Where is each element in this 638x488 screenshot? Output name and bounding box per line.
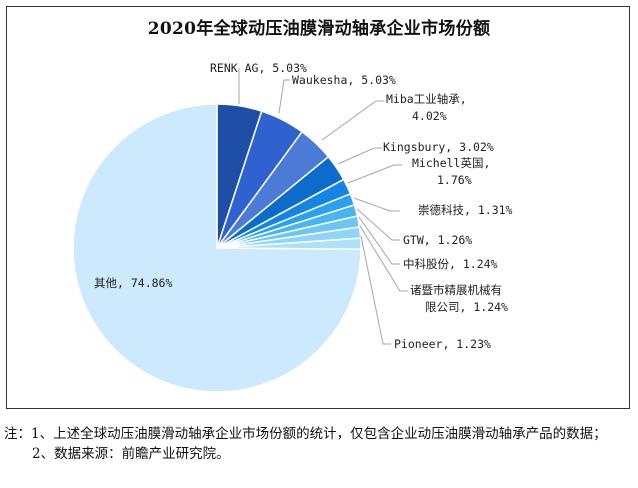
label-miba-1: Miba工业轴承, [386, 92, 467, 106]
label-renk: RENK AG, 5.03% [210, 61, 307, 75]
label-michell-1: Michell英国, [412, 156, 490, 170]
label-michell-2: 1.76% [437, 173, 472, 187]
label-others: 其他, 74.86% [94, 276, 172, 290]
footnotes: 注：1、上述全球动压油膜滑动轴承企业市场份额的统计，仅包含企业动压油膜滑动轴承产… [4, 424, 634, 464]
label-miba-2: 4.02% [412, 109, 447, 123]
label-gtw: GTW, 1.26% [403, 233, 472, 247]
label-chongde: 崇德科技, 1.31% [418, 203, 513, 217]
leader-lines [238, 68, 408, 345]
label-kingsbury: Kingsbury, 3.02% [383, 140, 494, 154]
label-zhuji-2: 限公司, 1.24% [425, 300, 508, 314]
pie-chart: RENK AG, 5.03% Waukesha, 5.03% Miba工业轴承,… [72, 61, 513, 393]
pie-slices [72, 103, 362, 393]
chart-title: 2020年全球动压油膜滑动轴承企业市场份额 [147, 19, 491, 39]
label-waukesha: Waukesha, 5.03% [292, 73, 396, 87]
note-2: 2、数据来源：前瞻产业研究院。 [32, 446, 230, 462]
label-pioneer: Pioneer, 1.23% [394, 337, 491, 351]
label-zhongke: 中科股份, 1.24% [403, 257, 498, 271]
label-zhuji-1: 诸暨市精展机械有 [410, 283, 502, 297]
pie-slice [72, 103, 362, 393]
note-1: 注：1、上述全球动压油膜滑动轴承企业市场份额的统计，仅包含企业动压油膜滑动轴承产… [4, 426, 607, 442]
